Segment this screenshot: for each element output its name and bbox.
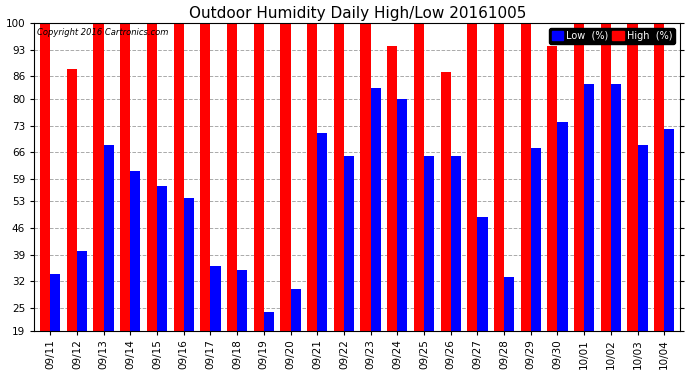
Bar: [227, 23, 237, 330]
Bar: [531, 148, 541, 330]
Bar: [334, 23, 344, 330]
Bar: [360, 23, 371, 330]
Bar: [627, 23, 638, 330]
Bar: [307, 23, 317, 330]
Bar: [440, 72, 451, 330]
Bar: [254, 23, 264, 330]
Title: Outdoor Humidity Daily High/Low 20161005: Outdoor Humidity Daily High/Low 20161005: [188, 6, 526, 21]
Bar: [50, 274, 60, 330]
Text: Copyright 2016 Cartronics.com: Copyright 2016 Cartronics.com: [37, 28, 169, 37]
Bar: [67, 69, 77, 330]
Bar: [371, 88, 381, 330]
Bar: [290, 289, 301, 330]
Bar: [130, 171, 141, 330]
Bar: [558, 122, 568, 330]
Bar: [494, 23, 504, 330]
Bar: [120, 23, 130, 330]
Bar: [574, 23, 584, 330]
Bar: [664, 129, 674, 330]
Bar: [77, 251, 87, 330]
Bar: [638, 145, 648, 330]
Bar: [40, 23, 50, 330]
Bar: [210, 266, 221, 330]
Bar: [93, 23, 104, 330]
Bar: [147, 23, 157, 330]
Bar: [451, 156, 461, 330]
Bar: [611, 84, 621, 330]
Bar: [504, 278, 514, 330]
Bar: [601, 23, 611, 330]
Bar: [317, 133, 327, 330]
Bar: [104, 145, 114, 330]
Bar: [157, 186, 167, 330]
Bar: [280, 23, 290, 330]
Bar: [584, 84, 594, 330]
Bar: [521, 23, 531, 330]
Bar: [477, 217, 488, 330]
Bar: [414, 23, 424, 330]
Bar: [200, 23, 210, 330]
Bar: [237, 270, 247, 330]
Bar: [467, 23, 477, 330]
Legend: Low  (%), High  (%): Low (%), High (%): [549, 28, 676, 44]
Bar: [654, 23, 664, 330]
Bar: [387, 46, 397, 330]
Bar: [424, 156, 434, 330]
Bar: [264, 312, 274, 330]
Bar: [397, 99, 407, 330]
Bar: [184, 198, 194, 330]
Bar: [344, 156, 354, 330]
Bar: [174, 23, 184, 330]
Bar: [547, 46, 558, 330]
